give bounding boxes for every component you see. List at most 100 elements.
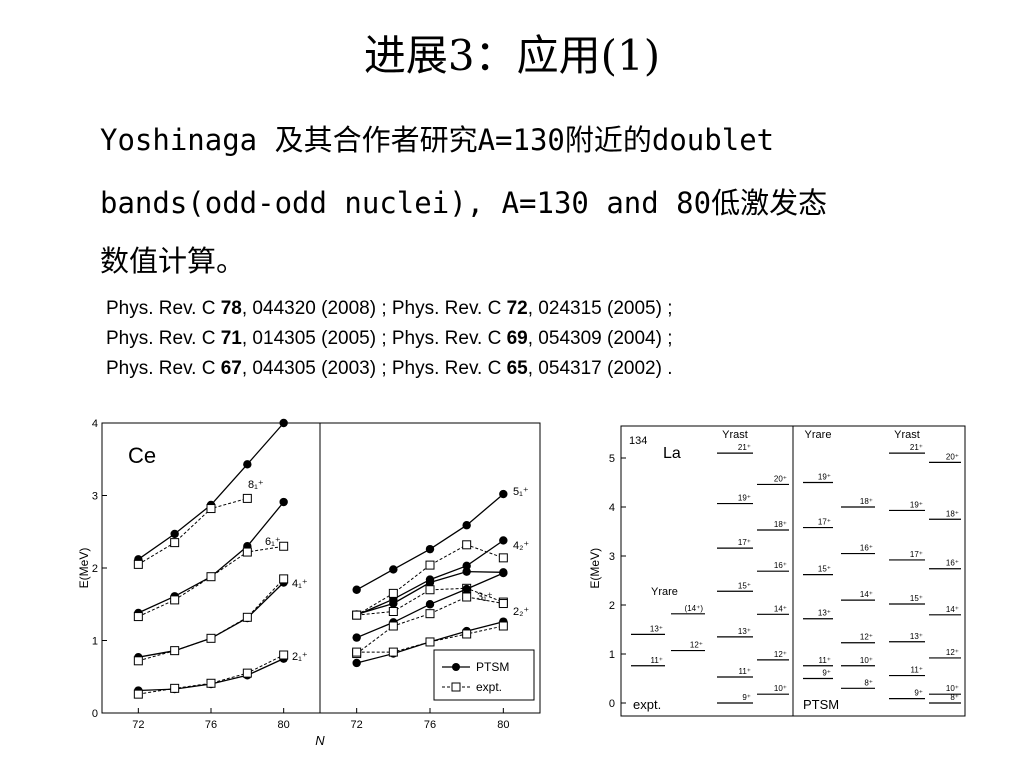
data-point-ptsm (352, 658, 361, 668)
level-spin-label: 20⁺ (946, 452, 959, 461)
data-point-ptsm (462, 521, 471, 530)
series-line (356, 596, 504, 654)
level-spin-label: 13⁺ (818, 609, 831, 618)
reference-line: Phys. Rev. C 67, 044305 (2003) ; Phys. R… (106, 354, 672, 384)
data-point-expt (242, 668, 252, 678)
nucleus-label: La (663, 445, 681, 462)
state-label: 2₁⁺ (292, 651, 308, 663)
data-point-expt (206, 504, 216, 514)
level-spin-label: 11⁺ (818, 656, 831, 665)
level-spin-label: 16⁺ (774, 561, 787, 570)
level-spin-label: (14⁺) (685, 604, 704, 613)
section-label-ptsm: PTSM (803, 697, 839, 712)
data-point-expt (206, 572, 216, 582)
level-spin-label: 11⁺ (910, 666, 923, 675)
data-point-ptsm (499, 536, 508, 545)
data-point-ptsm (425, 578, 435, 587)
section-label-expt: expt. (633, 697, 661, 712)
data-point-expt (170, 538, 180, 548)
body-line-3: 数值计算。 (100, 244, 246, 278)
x-tick-label: 80 (278, 719, 290, 731)
data-point-expt (206, 633, 216, 643)
page-title: 进展3：应用(1) (363, 31, 661, 80)
data-point-expt (498, 553, 508, 563)
level-spin-label: 14⁺ (946, 605, 959, 614)
data-point-expt (279, 541, 289, 551)
series-line (138, 578, 285, 662)
x-tick-label: 72 (351, 719, 363, 731)
data-point-expt (462, 540, 472, 550)
y-axis-label: E(MeV) (77, 548, 91, 589)
level-spin-label: 10⁺ (774, 684, 787, 693)
y-tick-label: 3 (609, 551, 615, 563)
state-label: 6₁⁺ (265, 536, 281, 548)
level-spin-label: 8⁺ (864, 678, 873, 687)
ref-journal: Phys. Rev. C (391, 298, 507, 319)
ref-page-year: , 054309 (2004) ; (527, 328, 673, 349)
level-spin-label: 11⁺ (650, 656, 663, 665)
legend-marker-expt (451, 682, 461, 692)
series-line (138, 582, 285, 658)
data-point-expt (462, 592, 472, 602)
level-spin-label: 20⁺ (774, 474, 787, 483)
level-spin-label: 16⁺ (946, 559, 959, 568)
data-point-ptsm (279, 497, 288, 507)
data-point-expt (388, 607, 398, 616)
ref-volume: 67 (220, 358, 242, 379)
level-spin-label: 16⁺ (860, 544, 873, 553)
body-line-1: Yoshinaga 及其合作者研究A=130附近的doublet (100, 123, 775, 157)
data-point-ptsm (389, 565, 398, 574)
data-point-ptsm (279, 418, 288, 428)
level-scheme-chart: 0 1 2 3 4 5 E(MeV) 134 La expt. PTSM Yrare 11⁺ 13⁺ 12⁺… (588, 425, 966, 717)
nucleus-mass: 134 (629, 435, 647, 447)
data-point-expt (133, 612, 143, 622)
energy-systematics-chart: 72 76 80 72 76 80 0 1 2 3 4 E(MeV) Ce N 8₁⁺ 6₁⁺ 4₁⁺ 2₁⁺ 5₁… (77, 418, 541, 748)
level-spin-label: 18⁺ (860, 497, 873, 506)
legend-marker-ptsm (452, 663, 460, 671)
state-label: 4₂⁺ (513, 540, 529, 552)
reference-list: Phys. Rev. C 78, 044320 (2008) ; Phys. R… (106, 294, 672, 384)
data-point-ptsm (425, 544, 435, 554)
data-point-expt (498, 621, 508, 631)
y-tick-label: 4 (609, 502, 615, 514)
ref-volume: 71 (220, 328, 242, 349)
y-tick-label: 3 (92, 491, 98, 503)
data-point-expt (170, 646, 180, 656)
element-label: Ce (128, 443, 156, 468)
level-spin-label: 13⁺ (738, 627, 751, 636)
ref-journal: Phys. Rev. C (391, 358, 507, 379)
series-line (138, 497, 248, 565)
level-spin-label: 10⁺ (946, 684, 959, 693)
level-spin-label: 19⁺ (910, 500, 923, 509)
level-spin-label: 12⁺ (860, 633, 873, 642)
y-tick-label: 0 (92, 708, 98, 720)
data-point-expt (388, 588, 398, 598)
x-tick-label: 80 (497, 719, 509, 731)
data-point-ptsm (352, 585, 361, 594)
data-point-expt (425, 637, 435, 647)
data-point-expt (498, 599, 508, 609)
data-point-expt (388, 621, 398, 631)
level-spin-label: 13⁺ (910, 632, 923, 641)
ref-journal: Phys. Rev. C (106, 298, 221, 319)
level-spin-label: 14⁺ (774, 604, 787, 613)
column-header: Yrare (805, 429, 832, 441)
state-label: 3₁⁺ (477, 591, 493, 603)
data-point-ptsm (389, 599, 398, 608)
data-point-ptsm (462, 584, 471, 594)
level-spin-label: 10⁺ (860, 656, 873, 665)
data-point-expt (279, 650, 289, 660)
y-tick-label: 2 (92, 563, 98, 575)
data-point-expt (279, 574, 289, 584)
level-spin-label: 12⁺ (690, 641, 703, 650)
data-point-expt (352, 610, 362, 620)
level-spin-label: 15⁺ (738, 581, 751, 590)
data-point-expt (425, 609, 435, 619)
legend-box (433, 649, 535, 701)
body-line-2: bands(odd-odd nuclei), A=130 and 80低激发态 (100, 186, 828, 220)
y-axis-label: E(MeV) (588, 548, 602, 589)
y-tick-label: 5 (609, 453, 615, 465)
level-spin-label: 19⁺ (818, 473, 831, 482)
level-spin-label: 18⁺ (774, 520, 787, 529)
ref-volume: 65 (506, 358, 528, 379)
